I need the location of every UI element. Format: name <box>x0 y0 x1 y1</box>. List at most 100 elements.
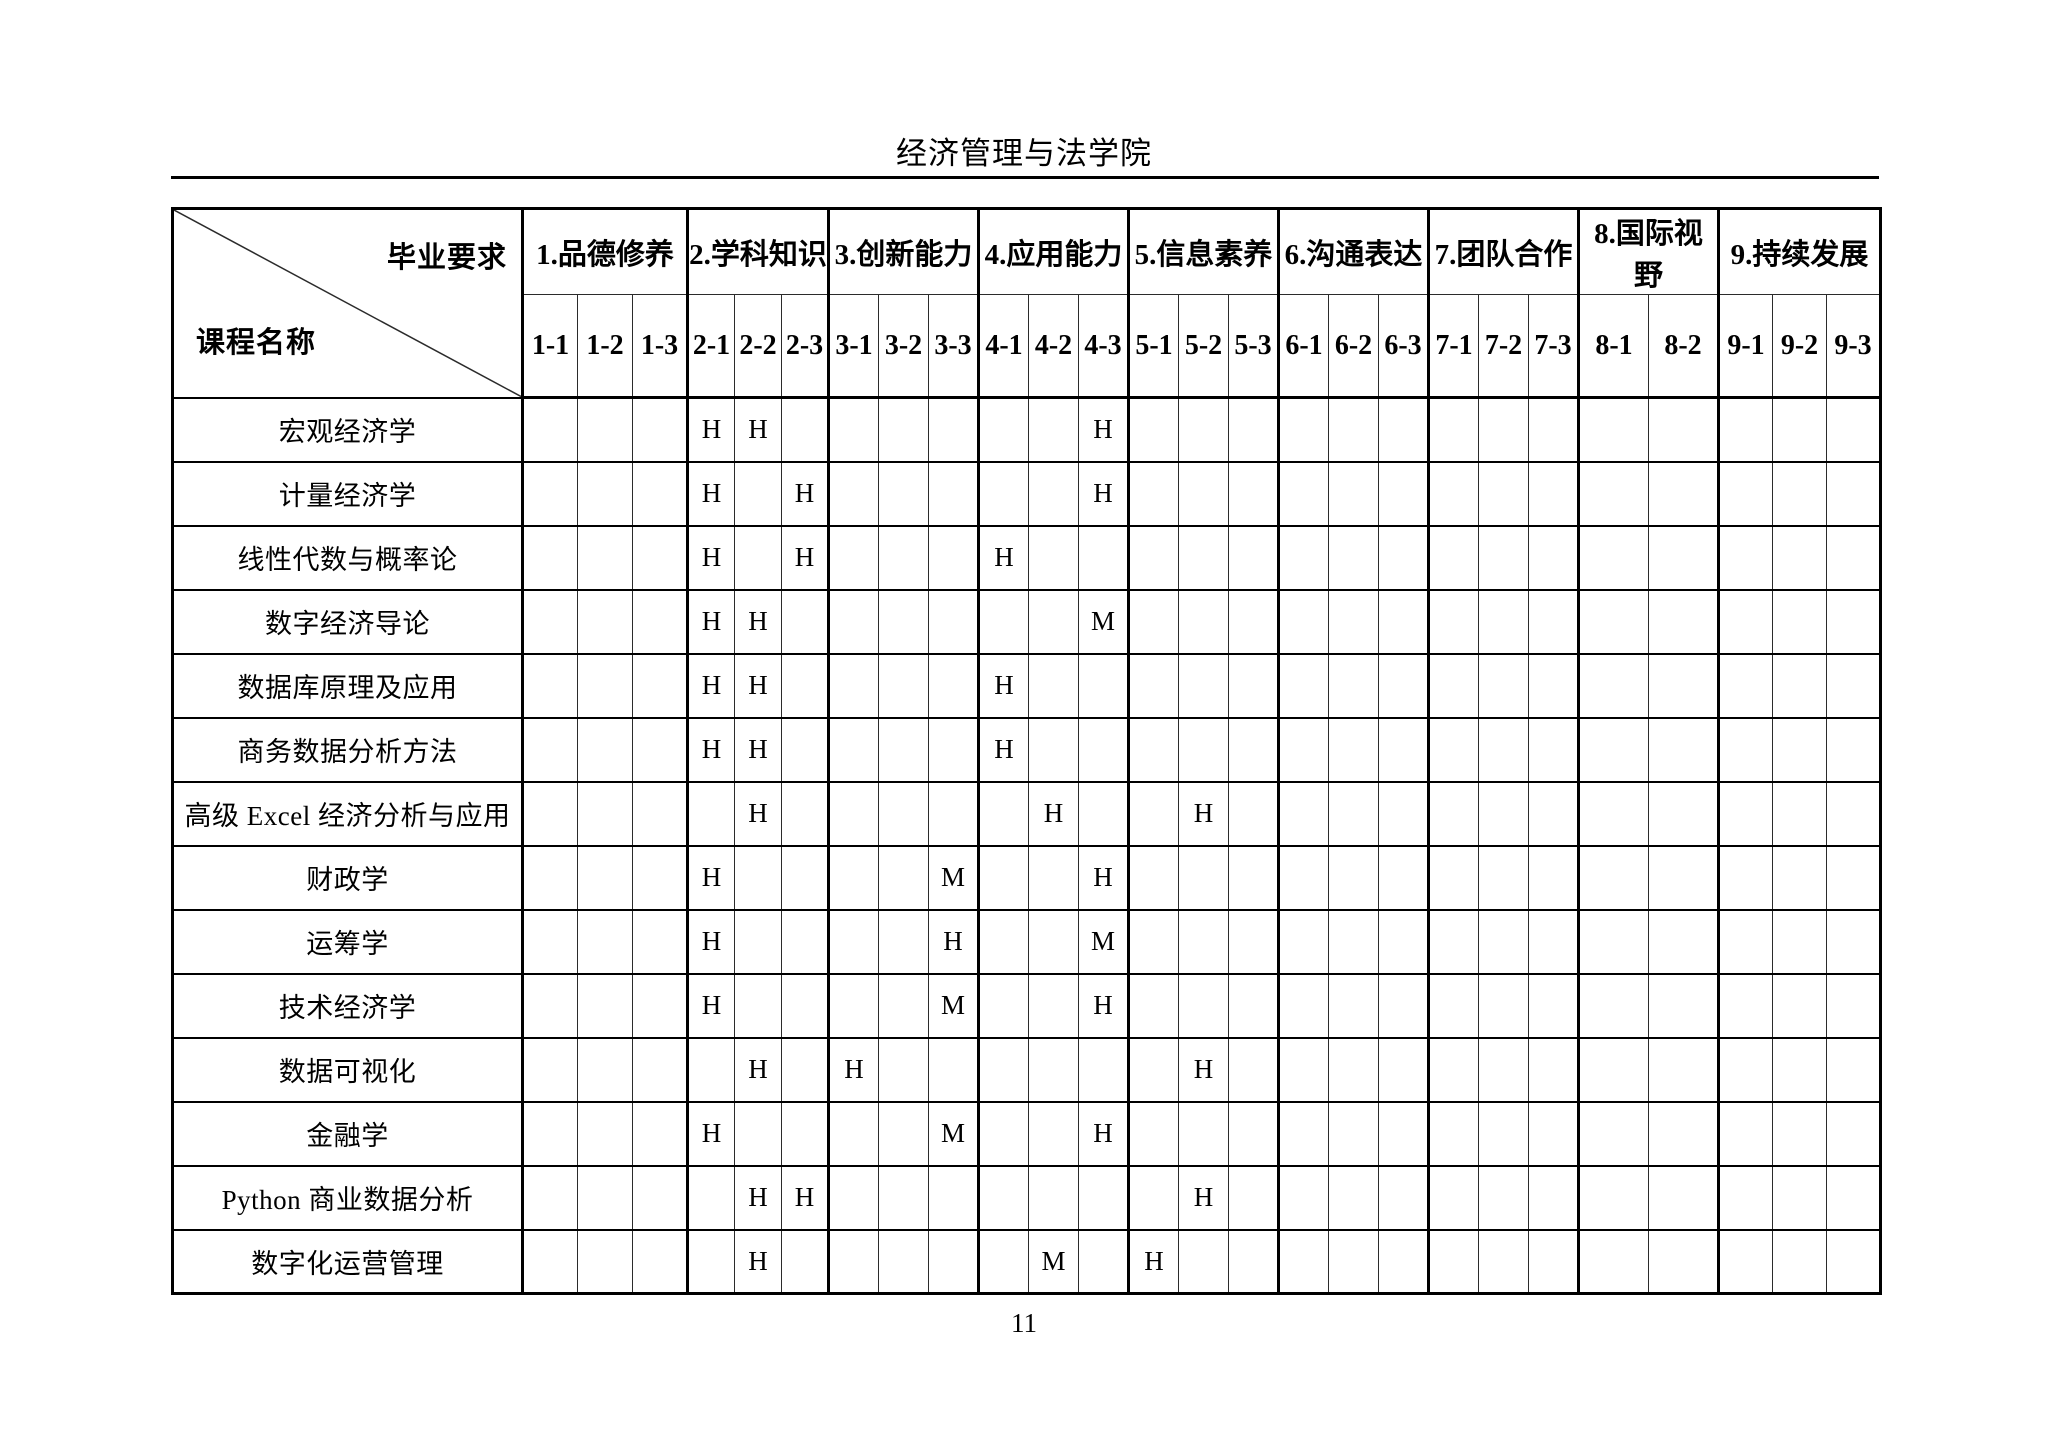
matrix-cell-2-1: H <box>686 652 735 719</box>
matrix-cell-2-2: H <box>734 1164 782 1231</box>
matrix-cell-6-1 <box>1277 908 1329 975</box>
matrix-cell-1-2 <box>577 652 633 719</box>
matrix-cell-3-1 <box>827 844 879 911</box>
matrix-cell-5-3 <box>1228 908 1279 975</box>
course-row: 数字化运营管理 H M H <box>172 1228 1882 1295</box>
matrix-cell-9-2 <box>1772 524 1828 591</box>
matrix-cell-8-1 <box>1577 460 1649 527</box>
matrix-cell-3-2 <box>878 716 929 783</box>
matrix-cell-4-3: M <box>1078 588 1129 655</box>
matrix-cell-5-3 <box>1228 396 1279 463</box>
matrix-cell-9-1 <box>1717 780 1774 847</box>
matrix-cell-8-2 <box>1647 1100 1720 1167</box>
matrix-cell-8-1 <box>1577 524 1649 591</box>
matrix-cell-1-1 <box>521 844 578 911</box>
sub-header-2-2: 2-2 <box>734 294 782 399</box>
matrix-cell-4-2 <box>1028 588 1079 655</box>
matrix-cell-4-3 <box>1078 1164 1129 1231</box>
matrix-cell-5-2 <box>1178 1228 1229 1295</box>
matrix-cell-2-3 <box>781 1228 829 1295</box>
corner-cell: 毕业要求 课程名称 <box>172 207 524 398</box>
matrix-cell-5-1 <box>1127 716 1179 783</box>
matrix-cell-7-1 <box>1427 716 1479 783</box>
matrix-cell-2-2 <box>734 460 782 527</box>
matrix-cell-3-3 <box>928 1164 979 1231</box>
matrix-cell-6-2 <box>1328 1100 1379 1167</box>
matrix-cell-4-2 <box>1028 652 1079 719</box>
matrix-cell-5-1 <box>1127 1036 1179 1103</box>
matrix-cell-7-2 <box>1478 588 1529 655</box>
course-name-cell: 宏观经济学 <box>172 396 523 463</box>
matrix-cell-6-1 <box>1277 1228 1329 1295</box>
group-header-6: 6.沟通表达 <box>1277 207 1429 295</box>
matrix-cell-6-2 <box>1328 780 1379 847</box>
matrix-cell-9-3 <box>1826 652 1882 719</box>
matrix-cell-3-3 <box>928 780 979 847</box>
matrix-cell-6-3 <box>1378 908 1429 975</box>
page-title: 经济管理与法学院 <box>896 136 1152 171</box>
matrix-cell-6-2 <box>1328 972 1379 1039</box>
matrix-cell-7-3 <box>1528 524 1579 591</box>
matrix-cell-3-1 <box>827 1228 879 1295</box>
sub-header-9-2: 9-2 <box>1772 294 1828 399</box>
matrix-cell-9-3 <box>1826 524 1882 591</box>
matrix-cell-9-1 <box>1717 396 1774 463</box>
matrix-cell-9-3 <box>1826 1164 1882 1231</box>
matrix-cell-3-2 <box>878 844 929 911</box>
matrix-cell-4-1 <box>977 972 1029 1039</box>
matrix-cell-7-2 <box>1478 1228 1529 1295</box>
matrix-cell-5-1 <box>1127 396 1179 463</box>
matrix-cell-4-2 <box>1028 1036 1079 1103</box>
matrix-cell-2-1 <box>686 1228 735 1295</box>
sub-header-6-1: 6-1 <box>1277 294 1329 399</box>
matrix-cell-6-2 <box>1328 716 1379 783</box>
matrix-cell-4-3 <box>1078 716 1129 783</box>
matrix-cell-6-1 <box>1277 460 1329 527</box>
course-name-cell: 财政学 <box>172 844 523 911</box>
matrix-cell-2-2: H <box>734 780 782 847</box>
sub-header-9-3: 9-3 <box>1826 294 1882 399</box>
matrix-cell-9-3 <box>1826 460 1882 527</box>
matrix-cell-3-2 <box>878 1036 929 1103</box>
matrix-cell-1-2 <box>577 1164 633 1231</box>
matrix-cell-4-1: H <box>977 716 1029 783</box>
matrix-cell-5-3 <box>1228 588 1279 655</box>
matrix-cell-6-1 <box>1277 1164 1329 1231</box>
matrix-cell-7-3 <box>1528 396 1579 463</box>
matrix-cell-1-3 <box>632 780 688 847</box>
matrix-cell-6-1 <box>1277 1100 1329 1167</box>
matrix-cell-4-2 <box>1028 908 1079 975</box>
matrix-cell-1-1 <box>521 1228 578 1295</box>
matrix-cell-2-1: H <box>686 908 735 975</box>
matrix-cell-3-2 <box>878 1228 929 1295</box>
matrix-cell-9-3 <box>1826 1100 1882 1167</box>
matrix-cell-2-1 <box>686 780 735 847</box>
group-header-2: 2.学科知识 <box>686 207 829 295</box>
matrix-cell-2-3 <box>781 972 829 1039</box>
matrix-cell-9-1 <box>1717 652 1774 719</box>
matrix-cell-6-2 <box>1328 652 1379 719</box>
matrix-cell-7-2 <box>1478 524 1529 591</box>
matrix-cell-7-1 <box>1427 652 1479 719</box>
matrix-cell-9-1 <box>1717 588 1774 655</box>
matrix-cell-3-1 <box>827 908 879 975</box>
matrix-cell-2-1: H <box>686 396 735 463</box>
matrix-cell-9-1 <box>1717 1100 1774 1167</box>
sub-header-9-1: 9-1 <box>1717 294 1774 399</box>
matrix-cell-3-1 <box>827 588 879 655</box>
matrix-cell-3-1 <box>827 460 879 527</box>
sub-header-8-1: 8-1 <box>1577 294 1649 399</box>
matrix-cell-3-1 <box>827 396 879 463</box>
matrix-cell-4-3: M <box>1078 908 1129 975</box>
matrix-cell-2-2: H <box>734 716 782 783</box>
matrix-cell-7-1 <box>1427 1100 1479 1167</box>
matrix-cell-4-3: H <box>1078 460 1129 527</box>
matrix-cell-4-2 <box>1028 716 1079 783</box>
matrix-cell-5-1 <box>1127 1100 1179 1167</box>
matrix-cell-2-1: H <box>686 844 735 911</box>
sub-header-1-2: 1-2 <box>577 294 633 399</box>
matrix-cell-6-1 <box>1277 1036 1329 1103</box>
matrix-cell-6-2 <box>1328 1036 1379 1103</box>
matrix-cell-8-1 <box>1577 1100 1649 1167</box>
